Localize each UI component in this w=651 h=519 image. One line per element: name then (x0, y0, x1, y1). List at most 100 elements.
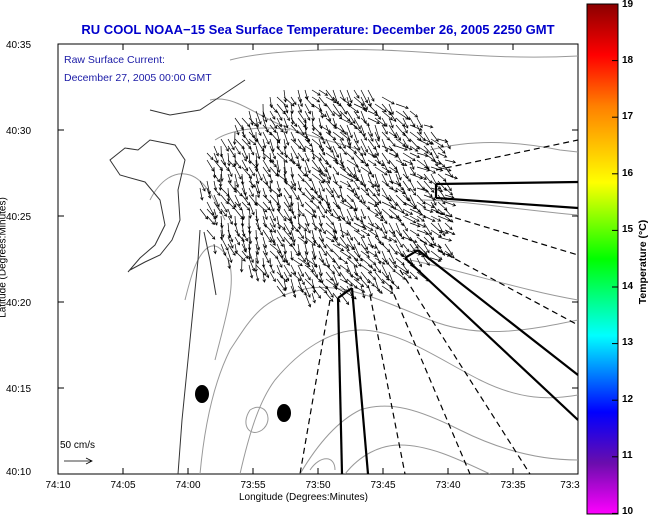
current-vector (346, 229, 353, 241)
current-vector (269, 236, 276, 246)
current-vector (234, 236, 240, 246)
current-vector (388, 271, 395, 285)
current-vector (402, 208, 414, 215)
current-vector (374, 152, 381, 165)
current-vector (367, 159, 377, 166)
current-vector (255, 236, 261, 251)
current-vector (318, 89, 329, 96)
current-vector (304, 264, 315, 273)
colorbar-tick-label: 17 (622, 111, 634, 122)
current-vector (381, 271, 390, 281)
current-vector (213, 215, 218, 226)
current-vector (248, 264, 254, 279)
current-vector (248, 250, 254, 264)
current-vector (311, 89, 321, 96)
current-vector (297, 103, 303, 114)
current-vector (360, 117, 370, 127)
current-vector (444, 180, 452, 192)
current-vector (353, 222, 367, 230)
current-vector (346, 271, 360, 281)
current-vector (339, 201, 354, 209)
current-vector (332, 229, 338, 241)
current-vector (332, 166, 340, 176)
current-vector (332, 131, 345, 141)
current-vector (304, 187, 315, 200)
current-vector (255, 166, 263, 182)
current-vector (444, 229, 456, 236)
current-vector (353, 159, 361, 173)
current-vector (304, 131, 310, 143)
x-tick-label: 73:3 (560, 480, 580, 491)
current-vector (423, 215, 436, 222)
current-vector (241, 208, 246, 220)
current-vector (276, 173, 288, 182)
current-vector (241, 243, 247, 253)
current-vector (290, 131, 296, 143)
current-vector (430, 257, 442, 262)
current-vector (269, 103, 278, 114)
current-vector (234, 145, 241, 155)
current-vector (206, 187, 212, 199)
current-vector (297, 208, 305, 217)
colorbar-ticks (612, 3, 618, 514)
current-vector (416, 257, 422, 268)
current-vector (311, 292, 316, 304)
current-vector (325, 159, 332, 169)
current-vector (276, 110, 283, 121)
current-vector (318, 208, 325, 219)
current-vector (276, 187, 283, 197)
current-vector (444, 243, 453, 256)
current-vector (388, 138, 396, 147)
current-vector (437, 166, 452, 172)
current-vector (381, 110, 394, 121)
current-vector (325, 173, 331, 184)
current-vector (346, 208, 354, 222)
current-vector (374, 194, 382, 204)
current-vector (290, 145, 299, 160)
current-vector (262, 110, 268, 123)
current-vector (353, 138, 361, 151)
current-vector (437, 173, 447, 182)
current-vector (262, 131, 270, 145)
current-vector (255, 201, 268, 213)
current-label: Raw Surface Current: (64, 54, 165, 66)
current-vector (269, 117, 278, 129)
current-vector (346, 215, 352, 226)
current-vector (381, 117, 388, 128)
current-vector (423, 243, 430, 254)
current-vector (416, 124, 422, 135)
current-vector (402, 194, 411, 202)
current-vector (395, 257, 405, 266)
colorbar-label: Temperature (°C) (637, 219, 649, 305)
current-vector (304, 201, 317, 213)
current-vector (262, 271, 266, 283)
current-vector (227, 229, 234, 243)
current-vector (290, 264, 297, 276)
current-vector (381, 124, 388, 135)
current-vector (325, 243, 333, 253)
current-vector (276, 131, 281, 143)
current-vector (360, 194, 366, 205)
current-vector (269, 264, 275, 274)
current-vector (213, 201, 223, 215)
current-vector (290, 236, 296, 247)
current-vector (367, 89, 375, 102)
current-vector (388, 201, 397, 210)
current-vector (213, 243, 217, 255)
current-vector (269, 159, 277, 168)
current-vector (339, 131, 351, 141)
colorbar-tick-label: 15 (622, 224, 634, 235)
current-vector (388, 257, 397, 269)
current-vector (388, 187, 399, 193)
current-vector (332, 117, 337, 128)
current-vector (367, 180, 377, 187)
y-tick-label: 40:10 (6, 467, 32, 478)
current-vector (381, 222, 388, 235)
current-vector (297, 229, 304, 240)
current-vector (374, 131, 380, 142)
current-vector (374, 285, 383, 294)
current-vector (220, 243, 227, 257)
y-tick-label: 40:35 (6, 40, 32, 51)
current-vector (283, 271, 290, 282)
scale-label: 50 cm/s (60, 440, 96, 451)
